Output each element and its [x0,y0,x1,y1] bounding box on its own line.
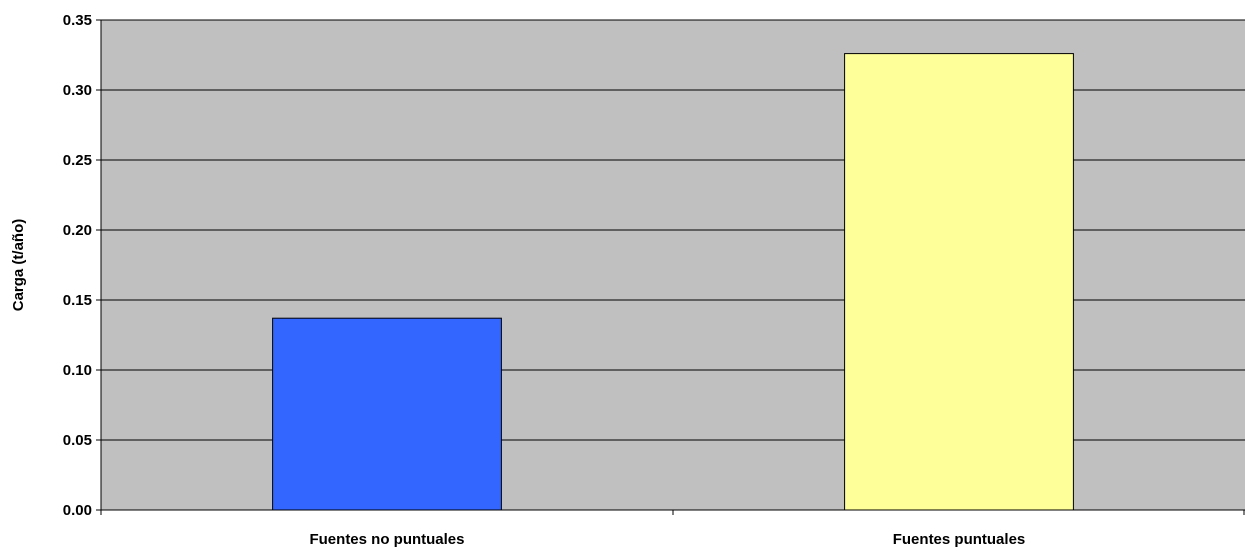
x-tick-labels: Fuentes no puntuales Fuentes puntuales [309,531,1025,548]
bar [272,317,502,511]
y-tick-labels: 0.00 0.05 0.10 0.15 0.20 0.25 0.30 0.35 [63,12,92,519]
bars [272,53,1074,511]
bar [844,53,1074,511]
y-tick-label: 0.05 [63,432,92,449]
x-tick-label: Fuentes no puntuales [309,531,464,548]
x-tick-label: Fuentes puntuales [893,531,1026,548]
y-axis-title: Carga (t/año) [10,219,27,312]
y-tick-label: 0.35 [63,12,92,29]
y-tick-label: 0.20 [63,222,92,239]
y-tick-label: 0.25 [63,152,92,169]
axes [96,19,1245,515]
y-tick-label: 0.15 [63,292,92,309]
y-tick-label: 0.00 [63,502,92,519]
y-tick-label: 0.30 [63,82,92,99]
y-tick-label: 0.10 [63,362,92,379]
